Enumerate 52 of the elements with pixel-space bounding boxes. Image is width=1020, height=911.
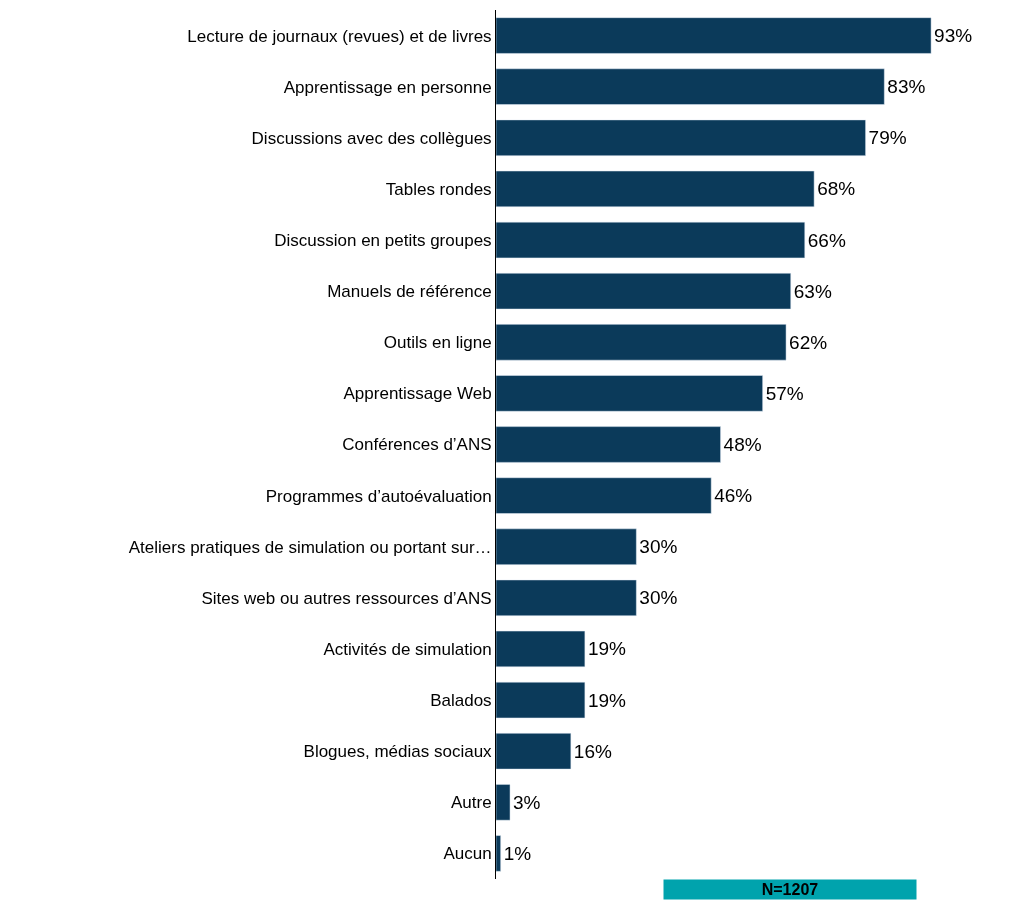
data-label: 48% [723, 434, 762, 455]
text: N=1207 [761, 881, 819, 898]
bar [496, 273, 791, 310]
y-tick-label: Discussions avec des collègues [251, 128, 492, 148]
data-label: 62% [789, 331, 828, 353]
data-label: 93% [934, 25, 973, 47]
data-label: 30% [639, 587, 678, 609]
y-tick-label: Conférences d’ANS [342, 435, 492, 455]
bar [496, 170, 815, 208]
data-label: 79% [868, 127, 907, 149]
data-label: 30% [639, 536, 678, 558]
bar [496, 119, 866, 156]
bar [496, 784, 511, 821]
data-label: 3% [513, 791, 541, 813]
data-label: 19% [587, 689, 627, 711]
data-label: 63% [793, 280, 832, 302]
data-label: 16% [573, 740, 612, 762]
data-label: 57% [765, 382, 804, 404]
y-tick-label: Discussion en petits groupes [274, 230, 492, 250]
y-tick-label: Sites web ou autres ressources d’ANS [201, 588, 492, 608]
bar [496, 221, 806, 259]
data-label: 66% [807, 229, 846, 251]
y-tick-label: Aucun [443, 844, 492, 864]
y-tick-label: Activités de simulation [323, 639, 492, 659]
bar [496, 579, 637, 616]
bar [496, 375, 763, 412]
y-tick-label: Blogues, médias sociaux [303, 742, 493, 762]
bar [496, 733, 572, 770]
y-tick-label: Apprentissage Web [343, 384, 492, 404]
y-tick-label: Autre [450, 793, 492, 813]
bar [496, 835, 501, 872]
data-label: 19% [587, 638, 627, 660]
data-label: 46% [714, 485, 753, 507]
bar [496, 324, 787, 361]
y-tick-label: Outils en ligne [383, 333, 492, 353]
data-label: 83% [887, 76, 926, 98]
bar [496, 17, 932, 54]
bar [496, 477, 712, 514]
bar [496, 68, 885, 105]
y-tick-label: Lecture de journaux (revues) et de livres [187, 26, 492, 46]
bar [496, 426, 721, 463]
data-label: 68% [817, 178, 856, 200]
y-tick-label: Tables rondes [385, 179, 492, 199]
bar [496, 528, 637, 565]
bar [496, 681, 586, 719]
y-tick-label: Balados [430, 691, 492, 711]
data-label: 1% [503, 842, 532, 864]
y-tick-label: Apprentissage en personne [283, 77, 492, 97]
y-tick-label: Programmes d’autoévaluation [265, 486, 492, 506]
bar [496, 630, 586, 668]
y-tick-label: Manuels de référence [327, 282, 492, 302]
y-tick-label: Ateliers pratiques de simulation ou portant sur… [128, 537, 492, 557]
